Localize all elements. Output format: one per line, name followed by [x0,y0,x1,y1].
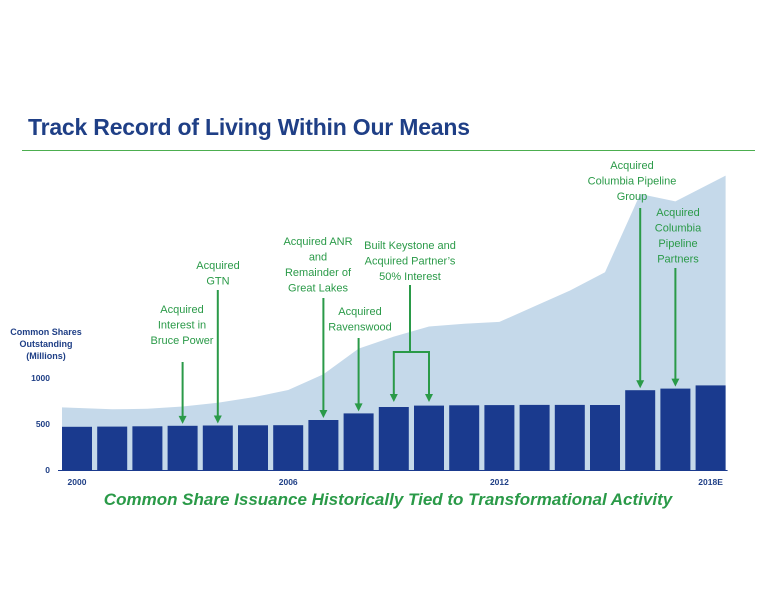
annotation-label: Columbia [655,223,702,235]
annotation-arrowhead [319,410,328,419]
bar [590,405,620,470]
annotation-label: Acquired [160,304,203,316]
annotation-label: Acquired [656,207,699,219]
y-axis-label: Common Shares Outstanding (Millions) [6,326,86,362]
bar [132,426,163,470]
y-tick-label: 0 [45,465,50,475]
annotation-label: Acquired [196,260,239,272]
bar [167,425,198,470]
y-axis-label-line: Outstanding [19,339,73,349]
annotation-arrowhead [213,415,222,424]
annotation-arrowhead [425,394,433,402]
bar [660,388,691,470]
y-tick-label: 500 [36,419,50,429]
page-title: Track Record of Living Within Our Means [28,114,470,140]
x-tick-label: 2012 [490,477,509,487]
bar [554,404,585,470]
bar [484,405,515,470]
annotation-label: Acquired ANR [283,236,352,248]
annotation-label: Group [617,191,648,203]
bar [343,413,374,470]
bar [625,390,656,470]
annotation-label: Ravenswood [328,322,392,334]
bar [414,405,444,470]
annotation-label: Columbia Pipeline [588,176,677,188]
annotation-bracket [392,351,430,394]
bar [695,385,726,470]
annotation-label: Built Keystone and [364,240,456,252]
x-tick-label: 2006 [279,477,298,487]
annotation-label: GTN [206,276,229,288]
bar [378,407,409,470]
annotation-label: and [309,252,327,264]
bar [273,425,304,470]
annotation-arrowhead [636,380,645,389]
bar [308,420,339,470]
title-divider [22,150,755,151]
annotation-label: 50% Interest [379,271,441,283]
bar [519,404,550,470]
background-area [62,175,726,470]
y-axis-label-line: (Millions) [26,351,66,361]
annotation-arrowhead [178,415,187,424]
x-tick-label: 2000 [68,477,87,487]
annotation-arrowhead [354,403,363,412]
annotation-label: Bruce Power [151,335,214,347]
annotation-label: Acquired [610,160,653,172]
annotation-label: Pipeline [658,238,697,250]
chart-subtitle: Common Share Issuance Historically Tied … [103,490,673,509]
bar [97,426,128,470]
annotation-label: Partners [657,254,699,266]
bar [62,426,92,470]
bar [238,425,268,470]
annotation-label: Acquired Partner’s [365,256,456,268]
annotation-label: Interest in [158,320,206,332]
bar [449,405,480,470]
annotation-arrowhead [671,378,680,387]
annotation-label: Great Lakes [288,283,348,295]
annotation-label: Acquired [338,306,381,318]
annotation-arrowhead [389,394,398,402]
y-axis-label-line: Common Shares [10,327,82,337]
annotation-label: Remainder of [285,267,352,279]
y-tick-label: 1000 [31,373,50,383]
x-tick-label: 2018E [698,477,723,487]
bar [202,425,233,470]
